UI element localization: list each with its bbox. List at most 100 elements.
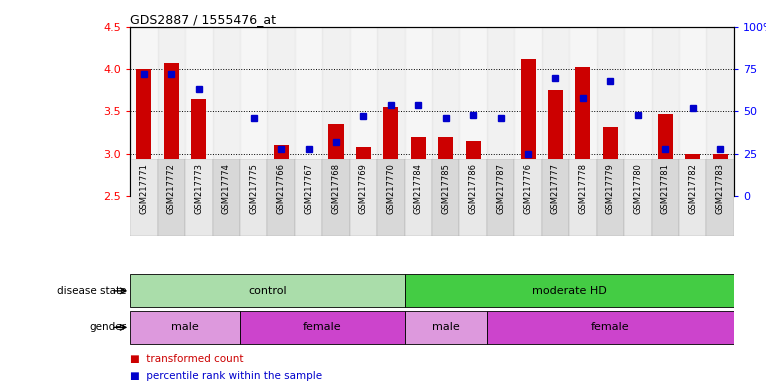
Bar <box>679 27 706 196</box>
Bar <box>652 159 679 236</box>
Text: GSM217783: GSM217783 <box>715 163 725 214</box>
Bar <box>460 159 487 236</box>
Bar <box>404 159 432 236</box>
Bar <box>411 137 426 196</box>
Text: GSM217766: GSM217766 <box>277 163 286 214</box>
Text: GSM217778: GSM217778 <box>578 163 588 214</box>
Bar <box>706 27 734 196</box>
Text: GDS2887 / 1555476_at: GDS2887 / 1555476_at <box>130 13 277 26</box>
Text: GSM217769: GSM217769 <box>359 163 368 214</box>
Bar <box>130 311 240 344</box>
Bar <box>356 147 371 196</box>
Text: GSM217780: GSM217780 <box>633 163 643 214</box>
Bar <box>404 275 734 307</box>
Text: GSM217779: GSM217779 <box>606 163 615 214</box>
Bar <box>158 27 185 196</box>
Bar <box>679 159 706 236</box>
Bar <box>301 159 316 196</box>
Bar <box>514 27 542 196</box>
Bar <box>652 27 679 196</box>
Bar <box>240 159 267 236</box>
Text: disease state: disease state <box>57 286 126 296</box>
Bar <box>706 159 734 236</box>
Bar <box>192 99 206 196</box>
Bar <box>273 145 289 196</box>
Bar <box>219 159 234 196</box>
Text: GSM217772: GSM217772 <box>167 163 176 214</box>
Bar <box>377 159 404 236</box>
Text: ■  transformed count: ■ transformed count <box>130 354 244 364</box>
Bar <box>212 159 240 236</box>
Bar <box>542 159 569 236</box>
Bar <box>438 137 453 196</box>
Bar <box>404 311 487 344</box>
Bar <box>630 159 645 196</box>
Text: GSM217774: GSM217774 <box>221 163 231 214</box>
Text: GSM217787: GSM217787 <box>496 163 505 214</box>
Bar <box>542 27 569 196</box>
Bar <box>569 27 597 196</box>
Bar <box>603 127 618 196</box>
Bar <box>514 159 542 236</box>
Bar <box>158 159 185 236</box>
Text: GSM217781: GSM217781 <box>661 163 669 214</box>
Text: female: female <box>591 322 630 333</box>
Bar <box>350 159 377 236</box>
Text: GSM217773: GSM217773 <box>195 163 203 214</box>
Bar <box>322 27 350 196</box>
Text: GSM217776: GSM217776 <box>523 163 532 214</box>
Text: GSM217777: GSM217777 <box>551 163 560 214</box>
Text: GSM217775: GSM217775 <box>249 163 258 214</box>
Text: ■  percentile rank within the sample: ■ percentile rank within the sample <box>130 371 322 381</box>
Bar <box>575 68 591 196</box>
Bar <box>295 159 322 236</box>
Bar <box>460 27 487 196</box>
Bar <box>624 27 652 196</box>
Text: GSM217782: GSM217782 <box>688 163 697 214</box>
Text: female: female <box>303 322 342 333</box>
Text: GSM217785: GSM217785 <box>441 163 450 214</box>
Text: male: male <box>432 322 460 333</box>
Bar <box>267 159 295 236</box>
Bar <box>597 159 624 236</box>
Bar <box>493 166 508 196</box>
Bar <box>432 159 460 236</box>
Bar <box>521 59 535 196</box>
Bar <box>322 159 350 236</box>
Bar <box>597 27 624 196</box>
Text: control: control <box>248 286 286 296</box>
Bar <box>466 141 481 196</box>
Bar <box>377 27 404 196</box>
Text: male: male <box>172 322 199 333</box>
Bar <box>130 27 158 196</box>
Bar <box>130 275 404 307</box>
Text: gender: gender <box>90 322 126 333</box>
Bar <box>685 154 700 196</box>
Bar <box>240 27 267 196</box>
Bar <box>164 63 179 196</box>
Text: moderate HD: moderate HD <box>532 286 607 296</box>
Bar <box>624 159 652 236</box>
Text: GSM217784: GSM217784 <box>414 163 423 214</box>
Bar <box>185 159 212 236</box>
Bar <box>712 154 728 196</box>
Text: GSM217771: GSM217771 <box>139 163 149 214</box>
Bar <box>329 124 343 196</box>
Bar <box>130 159 158 236</box>
Bar <box>246 159 261 196</box>
Bar <box>240 311 404 344</box>
Bar <box>487 311 734 344</box>
Bar <box>404 27 432 196</box>
Bar <box>569 159 597 236</box>
Bar <box>185 27 212 196</box>
Bar <box>295 27 322 196</box>
Text: GSM217770: GSM217770 <box>386 163 395 214</box>
Bar <box>350 27 377 196</box>
Bar <box>136 69 152 196</box>
Bar <box>383 107 398 196</box>
Bar <box>267 27 295 196</box>
Bar <box>432 27 460 196</box>
Bar <box>487 159 514 236</box>
Bar <box>487 27 514 196</box>
Bar <box>658 114 673 196</box>
